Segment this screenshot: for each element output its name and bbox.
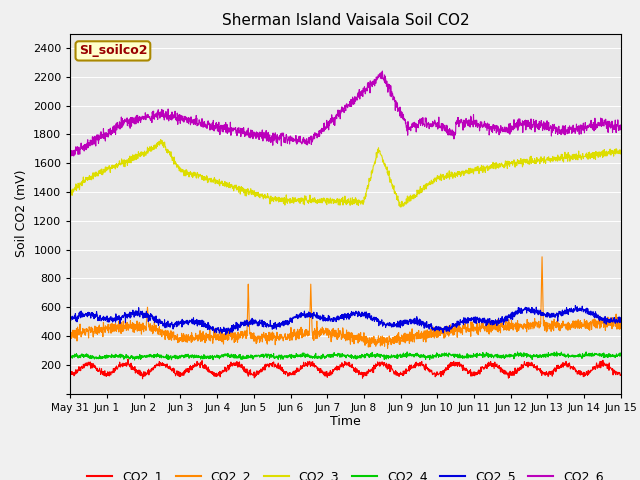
CO2_1 <box>95 368 102 373</box>
CO2_6 <box>378 68 386 74</box>
CO2_4 <box>601 354 609 360</box>
CO2_3 <box>95 168 102 174</box>
CO2_2 <box>617 319 625 325</box>
CO2_1 <box>124 356 132 362</box>
CO2_2 <box>319 326 327 332</box>
Line: CO2_4: CO2_4 <box>70 352 621 360</box>
CO2_4 <box>131 357 138 363</box>
CO2_4 <box>500 355 508 360</box>
CO2_4 <box>617 350 625 356</box>
CO2_6 <box>601 120 609 125</box>
CO2_6 <box>601 120 609 125</box>
CO2_3 <box>67 191 74 196</box>
CO2_5 <box>95 315 102 321</box>
CO2_2 <box>67 332 74 338</box>
CO2_6 <box>95 141 102 146</box>
Line: CO2_6: CO2_6 <box>70 71 621 156</box>
CO2_6 <box>319 126 327 132</box>
CO2_4 <box>95 356 102 361</box>
CO2_1 <box>602 362 609 368</box>
CO2_4 <box>335 351 342 357</box>
X-axis label: Time: Time <box>330 415 361 429</box>
CO2_5 <box>335 313 342 319</box>
Line: CO2_1: CO2_1 <box>70 359 621 379</box>
CO2_6 <box>334 107 342 113</box>
CO2_1 <box>601 361 609 367</box>
Line: CO2_3: CO2_3 <box>70 140 621 207</box>
CO2_3 <box>335 202 342 208</box>
CO2_4 <box>320 353 328 359</box>
Y-axis label: Soil CO2 (mV): Soil CO2 (mV) <box>15 170 28 257</box>
Line: CO2_2: CO2_2 <box>70 257 621 348</box>
CO2_1 <box>500 371 508 377</box>
CO2_1 <box>320 372 328 378</box>
CO2_4 <box>553 349 561 355</box>
CO2_5 <box>602 314 609 320</box>
CO2_1 <box>67 371 74 376</box>
CO2_1 <box>139 376 147 382</box>
CO2_5 <box>320 312 328 318</box>
CO2_4 <box>602 352 609 358</box>
CO2_1 <box>617 372 625 378</box>
CO2_6 <box>67 154 74 159</box>
CO2_3 <box>601 150 609 156</box>
CO2_2 <box>538 254 546 260</box>
CO2_5 <box>572 302 579 308</box>
CO2_2 <box>500 323 508 328</box>
CO2_3 <box>397 204 405 210</box>
CO2_5 <box>601 313 609 319</box>
CO2_2 <box>601 323 609 328</box>
CO2_3 <box>320 195 328 201</box>
CO2_5 <box>222 332 230 337</box>
CO2_6 <box>617 127 625 132</box>
Legend: CO2_1, CO2_2, CO2_3, CO2_4, CO2_5, CO2_6: CO2_1, CO2_2, CO2_3, CO2_4, CO2_5, CO2_6 <box>83 465 609 480</box>
CO2_4 <box>67 355 74 361</box>
CO2_2 <box>384 346 392 351</box>
CO2_2 <box>334 335 342 341</box>
CO2_3 <box>602 153 609 159</box>
CO2_3 <box>617 151 625 156</box>
CO2_2 <box>95 329 102 335</box>
CO2_1 <box>335 365 342 371</box>
CO2_5 <box>67 317 74 323</box>
CO2_2 <box>602 327 609 333</box>
CO2_3 <box>157 137 164 143</box>
CO2_6 <box>500 126 508 132</box>
Text: SI_soilco2: SI_soilco2 <box>79 44 147 58</box>
Title: Sherman Island Vaisala Soil CO2: Sherman Island Vaisala Soil CO2 <box>222 13 469 28</box>
CO2_5 <box>500 318 508 324</box>
CO2_3 <box>500 163 508 168</box>
CO2_5 <box>617 315 625 321</box>
Line: CO2_5: CO2_5 <box>70 305 621 335</box>
